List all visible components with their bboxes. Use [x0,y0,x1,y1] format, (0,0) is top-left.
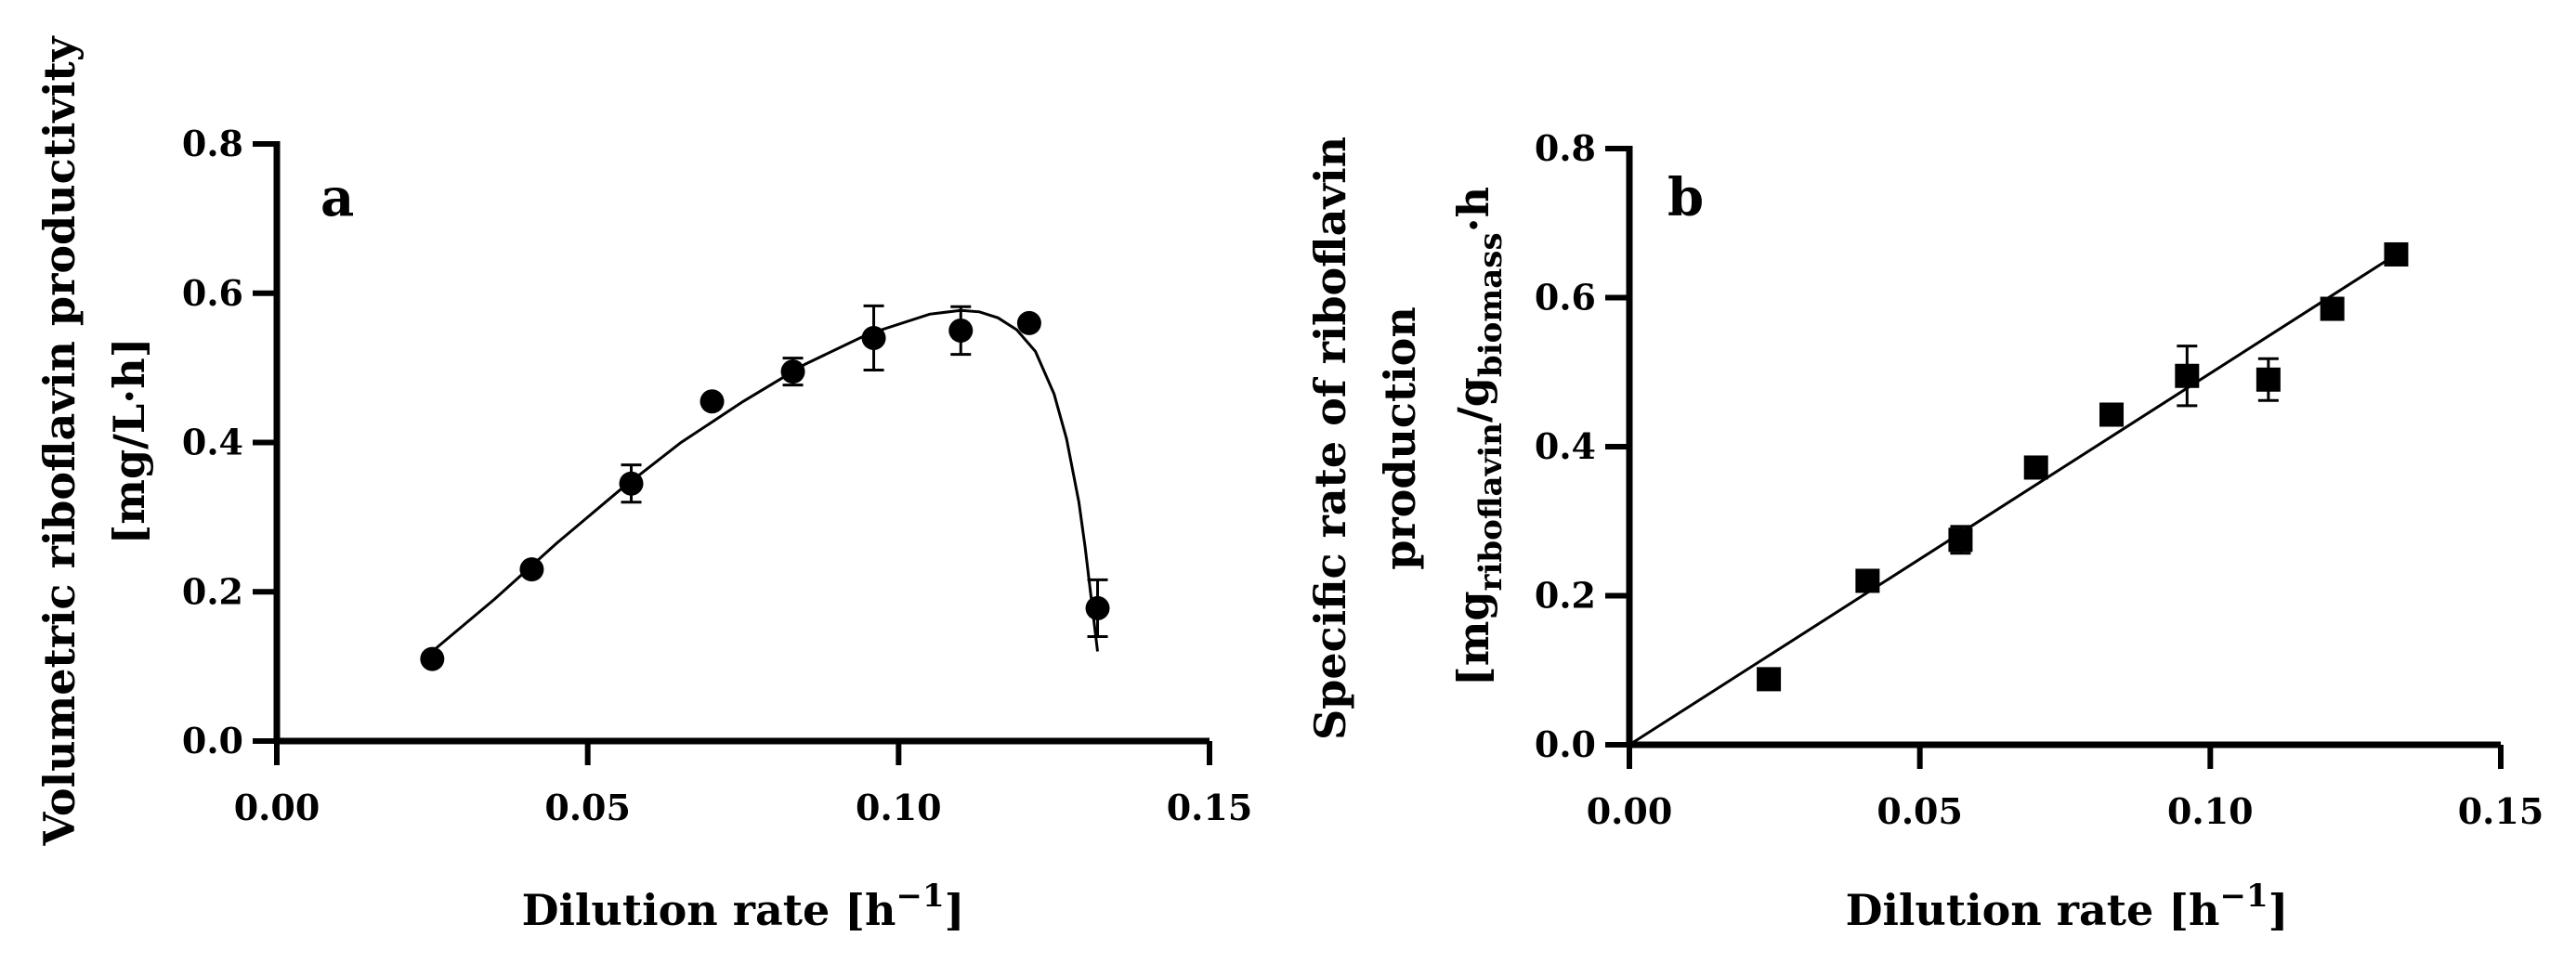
panel-a-xlabel-main: Dilution rate [h [522,885,896,935]
panel-b-data-point [1948,527,1973,553]
panel-b-x-tick-label: 0.15 [2458,790,2544,832]
panel-b: b 0.00 0.05 0.10 0.15 0.0 0.2 0.4 0.6 0.8 Specif… [1305,127,2543,935]
panel-b-data-point [1757,667,1782,692]
panel-b-xlabel-main: Dilution rate [h [1846,885,2220,935]
panel-b-y-tick-label: 0.8 [1535,127,1596,169]
panel-a-y-tick-label: 0.6 [182,272,243,314]
panel-a-letter: a [320,167,354,228]
panel-a-y-tick-label: 0.8 [182,123,243,164]
panel-b-data-point [2099,402,2125,427]
panel-a-x-tick-label: 0.10 [856,787,942,828]
panel-b-letter: b [1667,167,1704,228]
panel-a-y-tick-label: 0.0 [182,720,243,761]
panel-a-xlabel: Dilution rate [h−1] [522,878,965,935]
panel-b-y-tick-label: 0.2 [1535,575,1596,617]
panel-a-xlabel-close: ] [945,885,965,935]
panel-a-data-point [780,359,805,384]
panel-a-data-point [519,557,544,582]
panel-b-ylabel-open: [mg [1448,591,1498,686]
panel-b-xlabel: Dilution rate [h−1] [1846,878,2289,935]
panel-a-y-tick-label: 0.4 [182,422,243,463]
panel-b-ylabel-mid: /g [1448,377,1498,423]
panel-a-data-point [948,318,974,343]
panel-b-ylabel-line2: production [1375,306,1425,570]
panel-b-ylabel-close: ·h [1448,187,1498,232]
panel-b-y-tick-label: 0.4 [1535,425,1596,467]
panel-a-ylabel-line2: [mg/L·h] [104,338,154,545]
panel-b-ylabel-line3: [mgriboflavin/gbiomass·h [1448,187,1510,686]
panel-a-x-tick-label: 0.00 [234,787,320,828]
panel-a-data-point [1085,595,1110,620]
panel-b-data-point [2023,455,2048,480]
panel-b-x-tick-label: 0.00 [1587,790,1673,832]
panel-a-xlabel-sup: −1 [896,878,945,915]
panel-a-x-tick-label: 0.05 [544,787,631,828]
panel-b-xlabel-close: ] [2269,885,2289,935]
panel-b-ylabel-line1: Specific rate of riboflavin [1305,137,1355,740]
panel-b-data-point [2320,296,2345,321]
panel-b-x-tick-label: 0.05 [1876,790,1963,832]
panel-b-ylabel-sub2: biomass [1472,232,1510,377]
panel-a-data-point [700,389,725,414]
panel-b-ylabel-sub1: riboflavin [1472,423,1510,591]
panel-b-y-tick-label: 0.0 [1535,723,1596,765]
panel-a-data-point [619,471,644,496]
panel-a-fit-curve [431,308,1099,653]
panel-b-data-point [2256,367,2281,392]
panel-b-data-point [1855,568,1880,593]
panel-a-y-tick-label: 0.2 [182,570,243,612]
panel-a-data-point [861,325,886,350]
panel-b-xlabel-sup: −1 [2220,878,2269,915]
panel-b-y-tick-label: 0.6 [1535,277,1596,319]
panel-b-fit-line [1628,253,2398,747]
panel-a-x-tick-label: 0.15 [1167,787,1253,828]
panel-b-data-point [2384,241,2409,267]
panel-a-data-point [1016,310,1041,335]
panel-b-x-tick-label: 0.10 [2167,790,2254,832]
panel-b-data-point [2175,363,2200,388]
panel-a-data-point [420,646,445,671]
panel-a: a 0.00 0.05 0.10 0.15 0.0 0.2 0.4 0.6 0.8 Volume… [34,35,1252,935]
panel-a-ylabel-line1: Volumetric riboflavin productivity [34,35,85,846]
